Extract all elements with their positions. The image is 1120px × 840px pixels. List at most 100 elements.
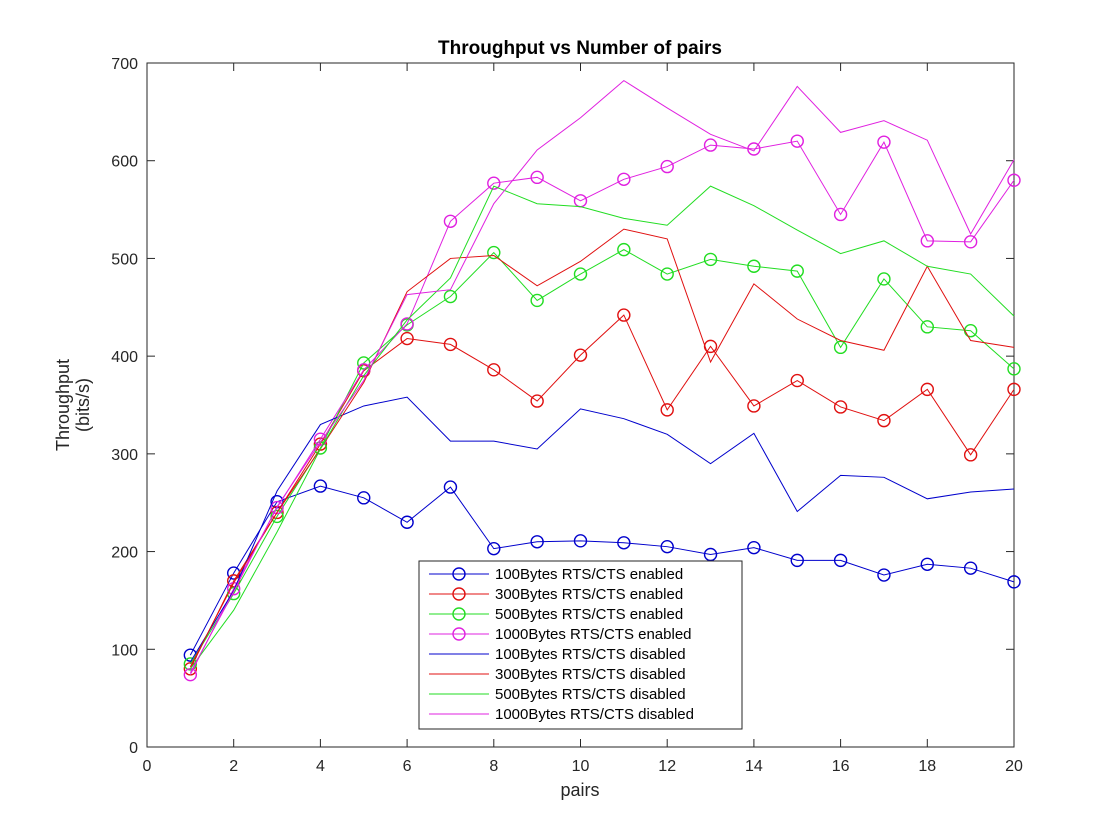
- x-tick-label: 0: [143, 758, 152, 775]
- x-tick-label: 18: [918, 758, 936, 775]
- series-point: [400, 317, 414, 331]
- series-point: [660, 539, 674, 554]
- x-axis-label: pairs: [560, 780, 599, 800]
- legend-entry-label: 500Bytes RTS/CTS enabled: [495, 606, 683, 623]
- series-point: [443, 337, 458, 352]
- series-point: [790, 264, 804, 278]
- y-tick-label: 400: [111, 349, 138, 366]
- y-axis-label-line2: (bits/s): [73, 378, 93, 432]
- legend-entry-label: 100Bytes RTS/CTS disabled: [495, 646, 686, 663]
- series-point: [877, 568, 891, 582]
- x-tick-label: 4: [316, 758, 325, 775]
- series-point: [747, 399, 761, 413]
- y-tick-label: 200: [111, 545, 138, 562]
- series-point: [790, 373, 804, 388]
- series-point: [833, 340, 848, 355]
- series-point: [920, 557, 934, 571]
- series-point: [573, 348, 588, 362]
- series-point: [703, 252, 718, 267]
- series-point: [963, 448, 978, 462]
- y-tick-label: 600: [111, 154, 138, 171]
- series-point: [530, 394, 544, 408]
- series-point: [963, 235, 978, 249]
- legend-swatch-marker: [452, 587, 466, 601]
- series-line: [189, 79, 1015, 673]
- series-point: [617, 308, 631, 322]
- series-point: [573, 534, 588, 548]
- series-point: [443, 289, 458, 304]
- series-point: [660, 159, 674, 174]
- series-point: [487, 363, 501, 377]
- series-point: [487, 541, 501, 556]
- series-point: [833, 400, 848, 414]
- legend-box: [418, 560, 743, 730]
- series-point: [443, 214, 458, 228]
- series-line: [189, 396, 1015, 663]
- y-tick-label: 500: [111, 251, 138, 268]
- series-point: [443, 480, 458, 494]
- series-point: [183, 657, 198, 671]
- series-point: [313, 479, 328, 493]
- series-point: [660, 267, 674, 281]
- legend-entry-label: 300Bytes RTS/CTS disabled: [495, 666, 686, 683]
- legend-entry-label: 100Bytes RTS/CTS enabled: [495, 566, 683, 583]
- y-axis-label-line1: Throughput: [53, 359, 73, 451]
- series-point: [703, 138, 718, 152]
- series-point: [877, 272, 891, 286]
- series-line: [189, 228, 1015, 668]
- series-point: [877, 413, 891, 428]
- series-point: [1007, 362, 1021, 376]
- legend-entry-label: 300Bytes RTS/CTS enabled: [495, 586, 683, 603]
- series-point: [617, 242, 631, 257]
- legend-swatch-marker: [452, 627, 466, 641]
- series-line: [189, 140, 1015, 675]
- legend-swatch-marker: [452, 567, 466, 581]
- x-tick-label: 2: [229, 758, 238, 775]
- series-point: [530, 535, 544, 549]
- series-point: [920, 234, 934, 248]
- series-point: [1007, 575, 1021, 589]
- chart-title: Throughput vs Number of pairs: [438, 38, 722, 59]
- y-tick-label: 100: [111, 642, 138, 659]
- series-point: [487, 176, 501, 190]
- series-point: [920, 320, 934, 334]
- series-point: [1007, 173, 1021, 187]
- series-point: [487, 245, 501, 260]
- series-point: [1007, 382, 1021, 397]
- x-tick-label: 16: [832, 758, 850, 775]
- series-point: [270, 509, 284, 524]
- series-point: [963, 561, 978, 575]
- series-point: [357, 491, 371, 505]
- series-point: [183, 662, 198, 676]
- series-point: [920, 382, 934, 397]
- series-line: [189, 485, 1015, 656]
- y-tick-label: 300: [111, 447, 138, 464]
- series-point: [877, 135, 891, 149]
- series-point: [270, 500, 284, 515]
- series-point: [833, 207, 848, 222]
- x-tick-label: 6: [403, 758, 412, 775]
- series-line: [189, 249, 1015, 665]
- series-point: [617, 536, 631, 550]
- series-line: [189, 185, 1015, 670]
- series-point: [790, 553, 804, 568]
- x-tick-label: 10: [572, 758, 590, 775]
- series-point: [313, 437, 328, 451]
- series-point: [747, 540, 761, 555]
- legend-entry-label: 1000Bytes RTS/CTS enabled: [495, 626, 692, 643]
- x-tick-label: 20: [1005, 758, 1023, 775]
- series-point: [530, 170, 544, 185]
- series-point: [833, 553, 848, 568]
- series-point: [400, 515, 414, 529]
- series-point: [400, 331, 414, 346]
- series-point: [573, 267, 588, 281]
- legend-entry-label: 1000Bytes RTS/CTS disabled: [495, 706, 694, 723]
- x-tick-label: 12: [658, 758, 676, 775]
- series-point: [617, 172, 631, 186]
- x-tick-label: 8: [489, 758, 498, 775]
- series-point: [660, 403, 674, 417]
- legend-swatch-marker: [452, 607, 466, 621]
- series-point: [530, 293, 544, 308]
- y-tick-label: 700: [111, 56, 138, 73]
